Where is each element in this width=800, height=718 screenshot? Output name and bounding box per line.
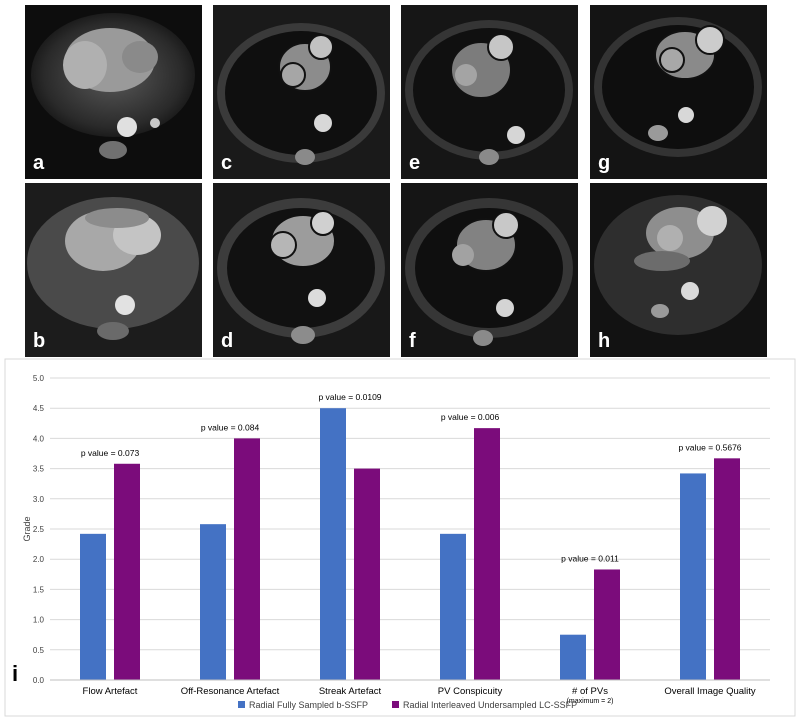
panel-label-g: g (598, 152, 611, 174)
x-category-label: Off-Resonance Artefact (181, 686, 280, 697)
bar-series1 (440, 533, 466, 680)
bar-series2 (114, 463, 140, 680)
panel-label-f: f (409, 330, 416, 352)
bar-series2 (354, 468, 380, 680)
mri-panel-d: d (213, 183, 390, 357)
x-category-label: Streak Artefact (319, 686, 382, 697)
mri-panel-b: b (25, 183, 202, 357)
bar-series1 (80, 533, 106, 680)
mri-image-c (213, 5, 390, 179)
p-value-annotation: p value = 0.084 (201, 422, 260, 432)
legend-label-series2: Radial Interleaved Undersampled LC-SSFP (403, 700, 577, 710)
bar-series2 (234, 438, 260, 680)
legend-swatch-series2 (392, 701, 399, 708)
y-tick-label: 3.0 (33, 495, 45, 504)
bar-series2 (474, 428, 500, 680)
mri-image-f (401, 183, 578, 357)
y-tick-label: 1.5 (33, 585, 45, 594)
x-category-label: # of PVs (572, 686, 608, 697)
p-value-annotation: p value = 0.0109 (318, 392, 381, 402)
bar-series1 (680, 473, 706, 680)
bar-series2 (714, 458, 740, 680)
y-tick-label: 5.0 (33, 374, 45, 383)
x-category-note: (maximum = 2) (567, 698, 614, 705)
mri-panel-h: h (590, 183, 767, 357)
bar-series1 (200, 524, 226, 680)
chart-frame (4, 358, 796, 717)
x-category-label: Overall Image Quality (664, 686, 756, 697)
panel-label-c: c (221, 152, 233, 174)
mri-image-d (213, 183, 390, 357)
legend-swatch-series1 (238, 701, 245, 708)
mri-panel-c: c (213, 5, 390, 179)
y-tick-label: 3.5 (33, 465, 45, 474)
panel-label-d: d (221, 330, 234, 352)
mri-image-g (590, 5, 767, 179)
panel-label-a: a (33, 152, 45, 174)
figure-label-i: i (12, 661, 19, 686)
x-category-label: Flow Artefact (83, 686, 138, 697)
y-axis-label: Grade (22, 516, 32, 541)
p-value-annotation: p value = 0.073 (81, 448, 140, 458)
y-tick-label: 2.0 (33, 555, 45, 564)
y-tick-label: 1.0 (33, 616, 45, 625)
y-tick-label: 4.5 (33, 404, 45, 413)
mri-image-b (25, 183, 202, 357)
y-tick-label: 0.0 (33, 676, 45, 685)
chart-svg: 0.0 0.5 1.0 1.5 2.0 2.5 3.0 3.5 4.0 4.5 5.0 Grade p … (4, 358, 796, 717)
mri-panel-g: g (590, 5, 767, 179)
mri-image-e (401, 5, 578, 179)
bar-series1 (560, 634, 586, 680)
y-tick-label: 4.0 (33, 434, 45, 443)
mri-panel-a: a (25, 5, 202, 179)
bar-series1 (320, 408, 346, 680)
mri-image-a (31, 13, 195, 159)
mri-image-h (590, 183, 767, 357)
p-value-annotation: p value = 0.006 (441, 412, 500, 422)
panel-label-e: e (409, 152, 421, 174)
p-value-annotation: p value = 0.5676 (678, 442, 741, 452)
p-value-annotation: p value = 0.011 (561, 553, 619, 563)
mri-panel-f: f (401, 183, 578, 357)
panel-label-b: b (33, 330, 46, 352)
grade-bar-chart: 0.0 0.5 1.0 1.5 2.0 2.5 3.0 3.5 4.0 4.5 5.0 Grade p … (0, 358, 800, 718)
mri-panel-e: e (401, 5, 578, 179)
x-category-label: PV Conspicuity (438, 686, 503, 697)
legend-label-series1: Radial Fully Sampled b-SSFP (249, 700, 368, 710)
bar-series2 (594, 569, 620, 680)
panel-label-h: h (598, 330, 611, 352)
y-tick-label: 2.5 (33, 525, 45, 534)
y-tick-label: 0.5 (33, 646, 45, 655)
